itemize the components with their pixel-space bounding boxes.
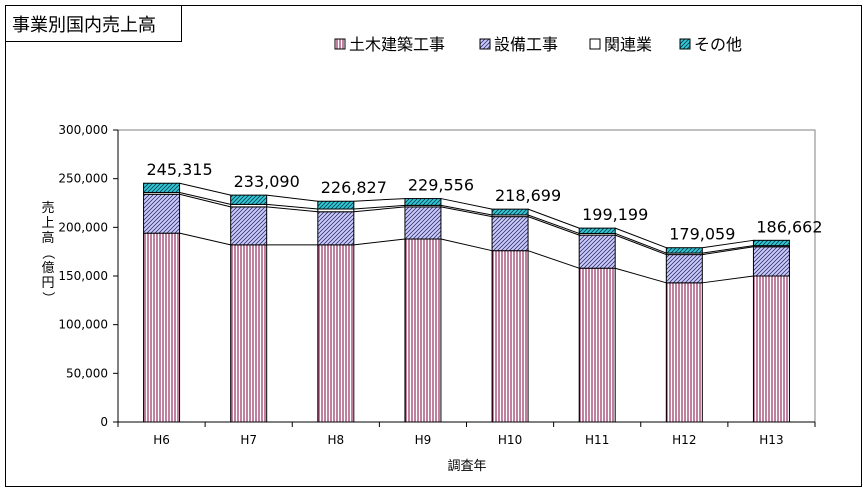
connector-line	[702, 245, 754, 254]
y-tick-label: 250,000	[58, 172, 108, 186]
connector-line	[615, 232, 667, 254]
x-tick-label: H9	[415, 433, 432, 447]
bar-segment	[578, 267, 616, 423]
connector-line	[353, 238, 405, 246]
y-tick-label: 0	[100, 415, 108, 429]
legend-label: 土木建築工事	[349, 35, 445, 54]
y-tick-label: 200,000	[58, 220, 108, 234]
total-label: 179,059	[669, 225, 735, 244]
bar-segment	[317, 200, 355, 210]
data-labels: 245,315 233,090 226,827 229,556 218,699 199,1…	[146, 160, 822, 243]
bar-segment	[230, 244, 268, 423]
connector-line	[702, 246, 754, 256]
bar-segment	[230, 194, 268, 205]
connector-line	[179, 182, 231, 196]
total-label: 226,827	[321, 178, 387, 197]
bar-segment	[752, 246, 790, 277]
bar-segment	[317, 244, 355, 423]
x-tick-label: H13	[759, 433, 783, 447]
y-tick-label: 300,000	[58, 123, 108, 137]
connector-line	[353, 198, 405, 202]
connector-line	[615, 227, 667, 249]
x-tick-label: H7	[240, 433, 257, 447]
bar-segment	[665, 247, 703, 254]
connector-line	[440, 206, 493, 218]
legend-swatch	[479, 38, 491, 50]
y-tick-label: 150,000	[58, 269, 108, 283]
y-axis-title: 売上高（億円）	[40, 200, 55, 305]
connector-line	[266, 194, 318, 202]
bar-segment	[491, 216, 529, 252]
y-axis-title-char: 億	[41, 260, 54, 276]
connector-line	[615, 267, 667, 284]
connector-line	[527, 214, 580, 234]
connector-line	[527, 250, 580, 269]
chart-title: 事業別国内売上高	[12, 15, 156, 36]
total-label: 245,315	[146, 160, 212, 179]
y-axis-title-char: 上	[41, 216, 54, 231]
bar-segment	[143, 232, 181, 423]
legend-label: その他	[694, 35, 742, 54]
total-label: 199,199	[582, 205, 648, 224]
x-tick-label: H12	[672, 433, 696, 447]
y-axis-title-char: 売	[41, 200, 54, 216]
x-tick-label: H11	[585, 433, 609, 447]
axes: 0 50,000 100,000 150,000 200,000 250,000 300,0…	[58, 123, 816, 447]
connector-line	[702, 239, 754, 249]
x-tick-label: H10	[498, 433, 522, 447]
connector-line	[353, 206, 405, 213]
connector-lines	[179, 182, 754, 284]
connector-line	[266, 203, 318, 210]
legend-swatch	[334, 38, 346, 50]
bar-segment	[491, 250, 529, 423]
bar-segment	[752, 239, 790, 247]
bar-segment	[230, 206, 268, 246]
x-tick-label: H6	[153, 433, 170, 447]
bar-segment	[752, 275, 790, 423]
connector-line	[527, 216, 580, 236]
y-tick-label: 100,000	[58, 318, 108, 332]
y-axis-title-char: （	[40, 246, 55, 259]
y-tick-label: 50,000	[66, 366, 108, 380]
connector-line	[702, 275, 754, 284]
connector-line	[440, 204, 493, 216]
bar-segment	[404, 198, 442, 206]
connector-line	[179, 191, 231, 205]
bar-segment	[665, 254, 703, 284]
bar-segment	[143, 193, 181, 234]
connector-line	[179, 232, 231, 246]
total-label: 229,556	[408, 176, 474, 195]
connector-line	[179, 193, 231, 208]
bar-segment	[404, 206, 442, 240]
total-label: 186,662	[756, 217, 822, 236]
total-label: 218,699	[495, 186, 561, 205]
bar-segment	[143, 182, 181, 193]
legend-swatch	[589, 38, 601, 50]
bar-segment	[317, 211, 355, 246]
connector-line	[615, 234, 667, 256]
y-axis-title-char: 高	[41, 230, 54, 246]
legend-swatch	[679, 38, 691, 50]
total-label: 233,090	[234, 172, 300, 191]
x-axis-title: 調査年	[447, 459, 486, 474]
title-box	[5, 5, 182, 42]
legend: 土木建築工事 設備工事 関連業 その他	[334, 35, 742, 54]
connector-line	[440, 198, 493, 210]
connector-line	[527, 208, 580, 229]
bar-segment	[578, 234, 616, 269]
x-tick-label: H8	[327, 433, 344, 447]
connector-line	[353, 204, 405, 210]
bar-segment	[578, 227, 616, 234]
y-axis-title-char: 円	[41, 276, 54, 291]
connector-line	[440, 238, 493, 252]
legend-label: 設備工事	[494, 35, 558, 54]
bars-group	[143, 182, 790, 423]
legend-label: 関連業	[604, 35, 652, 54]
y-axis-title-char: ）	[40, 291, 55, 304]
bar-segment	[491, 208, 529, 216]
connector-line	[266, 206, 318, 213]
bar-segment	[665, 282, 703, 423]
bar-segment	[404, 238, 442, 423]
